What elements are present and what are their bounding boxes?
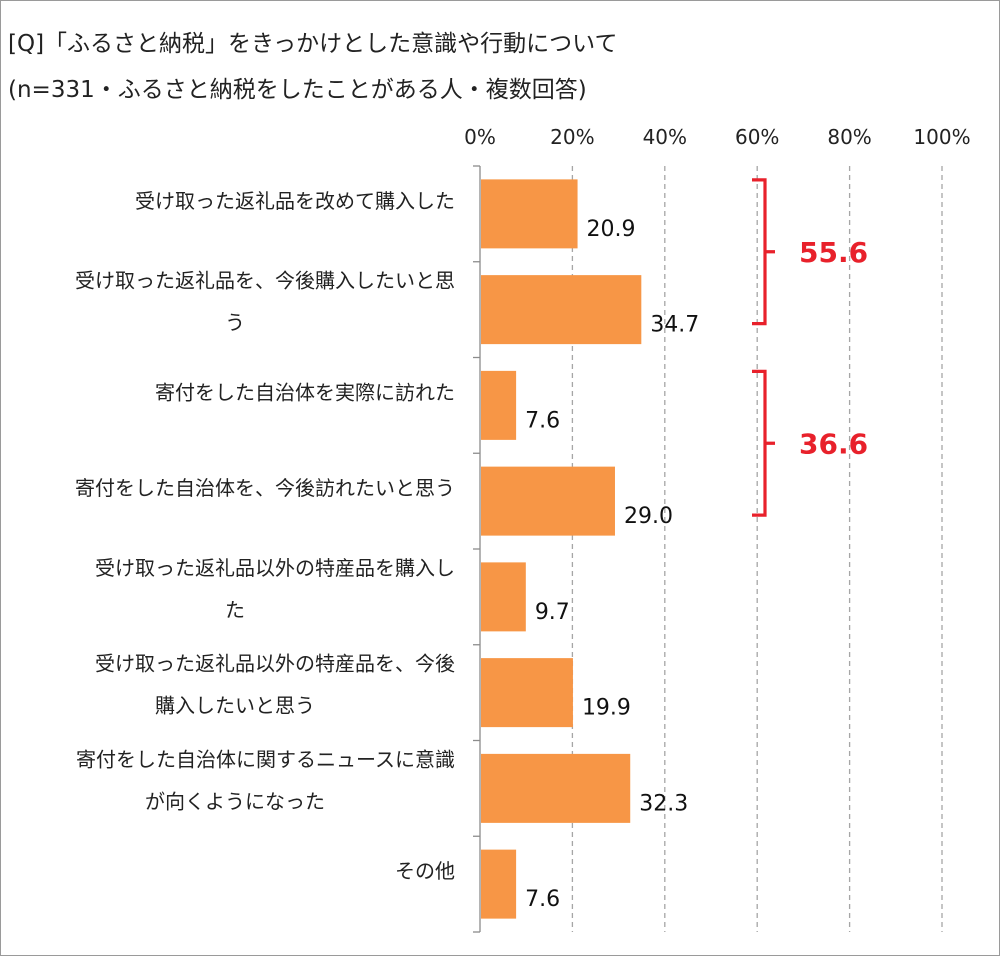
sum-label: 36.6	[799, 427, 868, 460]
category-label: 受け取った返礼品以外の特産品を、今後	[95, 652, 455, 676]
bar	[481, 466, 615, 536]
category-label: 寄付をした自治体を、今後訪れたいと思う	[75, 476, 455, 500]
category-label: た	[225, 598, 245, 622]
bracket	[752, 369, 775, 517]
data-label: 19.9	[582, 696, 631, 721]
data-label: 9.7	[535, 600, 570, 625]
bar	[481, 370, 517, 440]
category-label: 受け取った返礼品を、今後購入したいと思	[75, 269, 455, 293]
bar	[481, 179, 578, 249]
chart-title: [Q]「ふるさと納税」をきっかけとした意識や行動について	[8, 31, 618, 57]
category-label: その他	[395, 859, 455, 883]
category-label: 受け取った返礼品を改めて購入した	[135, 189, 455, 213]
category-label: う	[225, 311, 245, 335]
x-tick-label: 60%	[735, 125, 779, 149]
category-label: 受け取った返礼品以外の特産品を購入し	[95, 556, 455, 580]
bar	[481, 562, 526, 632]
bracket	[752, 178, 775, 326]
x-tick-label: 80%	[827, 125, 871, 149]
x-tick-label: 0%	[464, 125, 496, 149]
category-label: が向くようになった	[145, 789, 325, 813]
bar	[481, 849, 517, 919]
chart-subtitle: (n=331・ふるさと納税をしたことがある人・複数回答)	[8, 77, 587, 103]
x-tick-label: 40%	[643, 125, 687, 149]
bar	[481, 275, 642, 345]
category-label: 購入したいと思う	[155, 694, 315, 718]
data-label: 20.9	[587, 217, 636, 242]
data-label: 7.6	[525, 887, 560, 912]
data-label: 29.0	[624, 504, 673, 529]
x-tick-label: 20%	[550, 125, 594, 149]
sum-label: 55.6	[799, 236, 868, 269]
bar	[481, 753, 631, 823]
data-label: 7.6	[525, 408, 560, 433]
x-tick-label: 100%	[913, 125, 970, 149]
category-label: 寄付をした自治体に関するニュースに意識	[76, 747, 455, 771]
bar	[481, 658, 573, 728]
category-label: 寄付をした自治体を実際に訪れた	[155, 380, 455, 404]
data-label: 32.3	[639, 791, 688, 816]
data-label: 34.7	[650, 313, 699, 338]
